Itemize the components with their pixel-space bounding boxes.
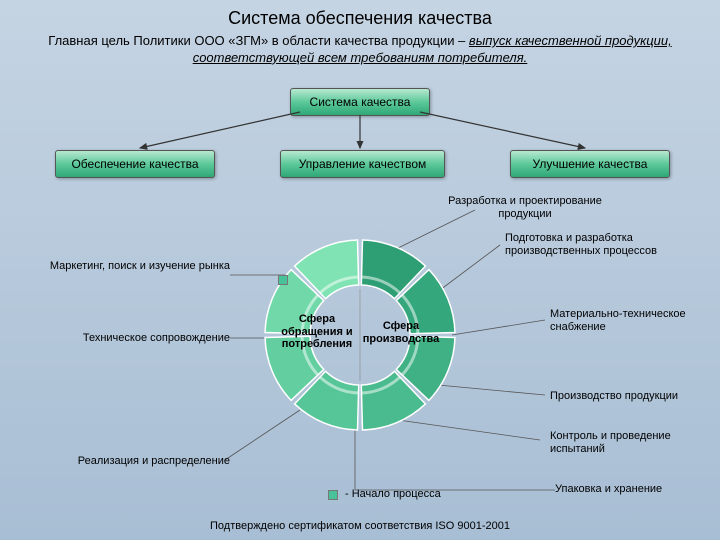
donut-chart: Сфера обращения и потребления Сфера прои… — [260, 235, 460, 435]
label-tech-support: Техническое сопровождение — [15, 332, 230, 345]
footer-text: Подтверждено сертификатом соответствия I… — [0, 520, 720, 532]
label-control: Контроль и проведение испытаний — [550, 430, 710, 456]
box-system: Система качества — [290, 88, 430, 116]
label-realization: Реализация и распределение — [15, 455, 230, 468]
legend-text: - Начало процесса — [345, 488, 441, 501]
label-marketing: Маркетинг, поиск и изучение рынка — [15, 260, 230, 273]
box-improvement: Улучшение качества — [510, 150, 670, 178]
box-provision: Обеспечение качества — [55, 150, 215, 178]
label-production: Производство продукции — [550, 390, 710, 403]
box-management: Управление качеством — [280, 150, 445, 178]
label-design: Разработка и проектирование продукции — [430, 195, 620, 221]
page-title: Система обеспечения качества — [0, 0, 720, 29]
subtitle-plain: Главная цель Политики ООО «ЗГМ» в област… — [48, 33, 469, 48]
label-packaging: Упаковка и хранение — [555, 483, 705, 496]
legend-square — [278, 275, 288, 285]
label-supply: Материально-техническое снабжение — [550, 308, 710, 334]
center-right-text: Сфера производства — [360, 320, 442, 345]
center-left-text: Сфера обращения и потребления — [278, 313, 356, 351]
subtitle: Главная цель Политики ООО «ЗГМ» в област… — [0, 29, 720, 67]
label-preparation: Подготовка и разработка производственных… — [505, 232, 705, 258]
legend-square-2 — [328, 490, 338, 500]
